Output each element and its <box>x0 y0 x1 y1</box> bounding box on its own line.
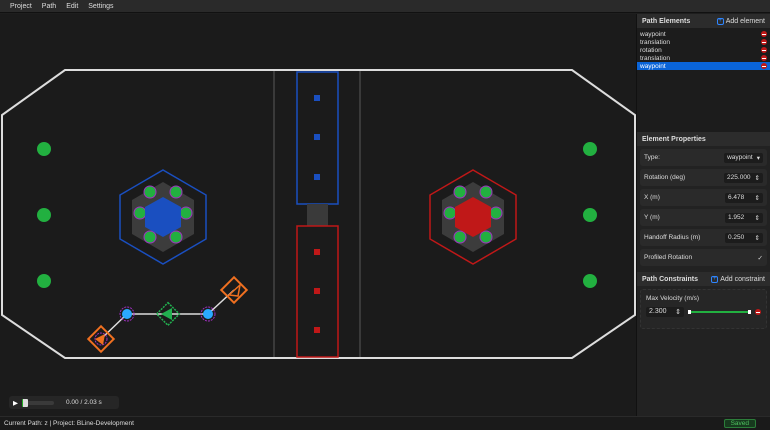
type-select[interactable]: waypoint ▾ <box>724 152 763 163</box>
rotation-row: Rotation (deg) 225.000 ⇕ <box>640 169 767 186</box>
red-barge <box>296 225 339 358</box>
item-label: rotation <box>640 46 662 54</box>
blue-cages <box>314 95 320 180</box>
x-label: X (m) <box>644 194 660 201</box>
path-elements-title: Path Elements <box>642 17 691 25</box>
menu-bar: Project Path Edit Settings <box>0 0 770 13</box>
y-row: Y (m) 1.952 ⇕ <box>640 209 767 226</box>
type-value: waypoint <box>727 153 753 161</box>
sidebar: Path Elements + Add element waypoint tran… <box>636 14 770 416</box>
chevron-down-icon: ▾ <box>756 154 760 162</box>
menu-path[interactable]: Path <box>41 2 57 10</box>
menu-project[interactable]: Project <box>10 2 32 10</box>
field-canvas[interactable] <box>0 14 636 416</box>
list-item[interactable]: rotation <box>637 46 770 54</box>
x-input[interactable]: 6.478 ⇕ <box>725 192 763 203</box>
stepper-icon[interactable]: ⇕ <box>675 309 681 316</box>
menu-settings[interactable]: Settings <box>88 2 114 10</box>
element-properties-header: Element Properties <box>637 132 770 146</box>
stepper-icon[interactable]: ⇕ <box>754 174 760 182</box>
item-label: waypoint <box>640 62 666 70</box>
handoff-value: 0.250 <box>728 233 745 241</box>
translation-2[interactable] <box>200 306 216 322</box>
x-value: 6.478 <box>728 193 745 201</box>
profiled-checkbox[interactable]: ✓ <box>757 254 763 262</box>
plus-icon: + <box>711 275 719 283</box>
item-label: translation <box>640 54 670 62</box>
stepper-icon[interactable]: ⇕ <box>754 194 760 202</box>
stepper-icon[interactable]: ⇕ <box>754 214 760 222</box>
velocity-range-slider[interactable] <box>688 310 751 314</box>
status-text: Current Path: z | Project: BLine-Develop… <box>4 420 134 427</box>
handoff-row: Handoff Radius (m) 0.250 ⇕ <box>640 229 767 246</box>
path-elements-list: waypoint translation rotation translatio… <box>637 28 770 132</box>
y-label: Y (m) <box>644 214 660 221</box>
rotation-value: 225.000 <box>727 173 751 181</box>
max-velocity-label: Max Velocity (m/s) <box>646 295 700 302</box>
play-icon[interactable]: ▶ <box>13 399 18 407</box>
red-reef <box>429 169 517 265</box>
element-properties-title: Element Properties <box>642 135 706 143</box>
add-constraint-label: Add constraint <box>720 275 765 283</box>
stepper-icon[interactable]: ⇕ <box>754 234 760 242</box>
path-elements-header: Path Elements + Add element <box>637 14 770 28</box>
remove-icon[interactable] <box>761 63 767 69</box>
max-velocity-constraint: Max Velocity (m/s) 2.300 ⇕ <box>640 289 767 329</box>
profiled-row: Profiled Rotation ✓ <box>640 249 767 266</box>
list-item[interactable]: translation <box>637 38 770 46</box>
remove-icon[interactable] <box>761 47 767 53</box>
plus-icon: + <box>716 17 724 25</box>
x-row: X (m) 6.478 ⇕ <box>640 189 767 206</box>
path-constraints-title: Path Constraints <box>642 275 699 283</box>
timeline-slider[interactable] <box>22 398 54 407</box>
blue-reef <box>119 169 207 265</box>
add-constraint-button[interactable]: + Add constraint <box>711 275 765 283</box>
playback-bar: ▶ 0.00 / 2.03 s <box>9 396 119 409</box>
item-label: waypoint <box>640 30 666 38</box>
list-item[interactable]: waypoint <box>637 30 770 38</box>
add-element-label: Add element <box>725 17 765 25</box>
rotation-label: Rotation (deg) <box>644 174 686 181</box>
remove-constraint-icon[interactable] <box>755 309 761 315</box>
add-element-button[interactable]: + Add element <box>716 17 765 25</box>
rotation-input[interactable]: 225.000 ⇕ <box>724 172 763 183</box>
time-readout: 0.00 / 2.03 s <box>66 399 102 406</box>
handoff-label: Handoff Radius (m) <box>644 234 701 241</box>
remove-icon[interactable] <box>761 55 767 61</box>
element-properties: Type: waypoint ▾ Rotation (deg) 225.000 ⇕ X … <box>637 146 770 272</box>
field-svg[interactable] <box>0 14 636 416</box>
rotation-element[interactable] <box>155 301 181 327</box>
y-value: 1.952 <box>728 213 745 221</box>
type-label: Type: <box>644 154 660 161</box>
remove-icon[interactable] <box>761 31 767 37</box>
field-boundary <box>1 69 636 359</box>
handoff-input[interactable]: 0.250 ⇕ <box>725 232 763 243</box>
profiled-label: Profiled Rotation <box>644 254 693 261</box>
waypoint-selected[interactable] <box>219 275 249 305</box>
remove-icon[interactable] <box>761 39 767 45</box>
y-input[interactable]: 1.952 ⇕ <box>725 212 763 223</box>
menu-edit[interactable]: Edit <box>66 2 79 10</box>
saved-badge: Saved <box>723 419 756 428</box>
status-bar: Current Path: z | Project: BLine-Develop… <box>0 416 770 430</box>
max-velocity-input[interactable]: 2.300 ⇕ <box>646 307 684 317</box>
type-row: Type: waypoint ▾ <box>640 149 767 166</box>
item-label: translation <box>640 38 670 46</box>
max-velocity-value: 2.300 <box>649 308 667 315</box>
list-item[interactable]: translation <box>637 54 770 62</box>
green-markers <box>37 142 597 288</box>
translation-1[interactable] <box>119 306 135 322</box>
path-constraints-header: Path Constraints + Add constraint <box>637 272 770 286</box>
red-cages <box>314 249 320 333</box>
barge-center <box>307 204 328 226</box>
waypoint-start[interactable] <box>86 324 116 354</box>
list-item-selected[interactable]: waypoint <box>637 62 770 70</box>
